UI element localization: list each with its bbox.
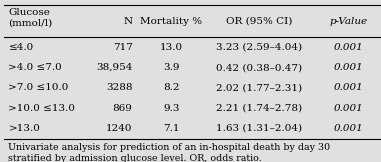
Text: 717: 717	[113, 43, 133, 52]
Text: 1.63 (1.31–2.04): 1.63 (1.31–2.04)	[216, 124, 302, 133]
Text: Mortality %: Mortality %	[140, 17, 203, 26]
Text: N: N	[123, 17, 133, 26]
Text: 0.001: 0.001	[334, 124, 363, 133]
Text: >4.0 ≤7.0: >4.0 ≤7.0	[8, 63, 62, 72]
Text: 0.001: 0.001	[334, 83, 363, 92]
Text: 8.2: 8.2	[163, 83, 180, 92]
Text: ≤4.0: ≤4.0	[8, 43, 34, 52]
Text: >10.0 ≤13.0: >10.0 ≤13.0	[8, 104, 75, 113]
Text: 0.001: 0.001	[334, 63, 363, 72]
Text: 3.23 (2.59–4.04): 3.23 (2.59–4.04)	[216, 43, 302, 52]
Text: 0.001: 0.001	[334, 104, 363, 113]
Text: 3.9: 3.9	[163, 63, 180, 72]
Text: >7.0 ≤10.0: >7.0 ≤10.0	[8, 83, 69, 92]
Text: Glucose
(mmol/l): Glucose (mmol/l)	[8, 8, 53, 28]
Text: 869: 869	[113, 104, 133, 113]
Text: 1240: 1240	[106, 124, 133, 133]
Text: 7.1: 7.1	[163, 124, 180, 133]
Text: 2.21 (1.74–2.78): 2.21 (1.74–2.78)	[216, 104, 302, 113]
Text: 38,954: 38,954	[96, 63, 133, 72]
Text: 2.02 (1.77–2.31): 2.02 (1.77–2.31)	[216, 83, 302, 92]
Text: 0.001: 0.001	[334, 43, 363, 52]
Text: 9.3: 9.3	[163, 104, 180, 113]
Text: 0.42 (0.38–0.47): 0.42 (0.38–0.47)	[216, 63, 302, 72]
Text: >13.0: >13.0	[8, 124, 40, 133]
Text: 3288: 3288	[106, 83, 133, 92]
Text: p-Value: p-Value	[330, 17, 368, 26]
Text: OR (95% CI): OR (95% CI)	[226, 17, 292, 26]
Text: 13.0: 13.0	[160, 43, 183, 52]
Text: Univariate analysis for prediction of an in-hospital death by day 30
stratified : Univariate analysis for prediction of an…	[8, 143, 330, 162]
